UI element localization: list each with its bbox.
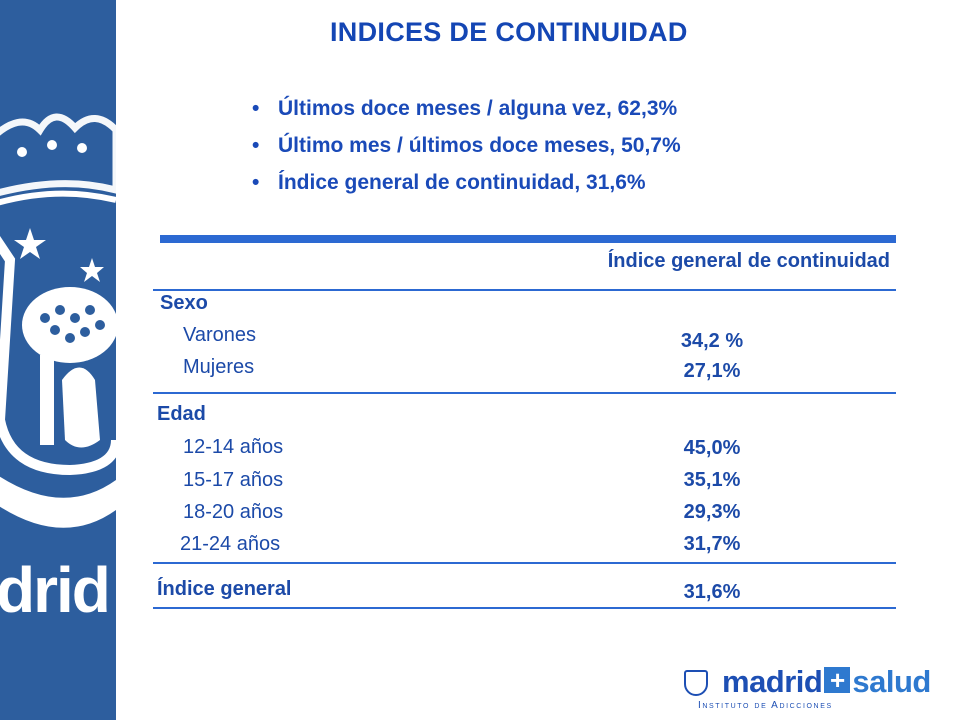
bullet-dot: • [252, 134, 260, 157]
bullet-dot: • [252, 97, 260, 120]
crest-icon [684, 670, 708, 696]
table-group-divider [153, 392, 896, 394]
table-header-divider [153, 289, 896, 291]
row-value: 27,1% [683, 360, 741, 382]
bullet-dot: • [252, 171, 260, 194]
logo-subtitle: Instituto de Adicciones [698, 700, 833, 711]
bullet-item: • Índice general de continuidad, 31,6% [252, 164, 681, 201]
logo-salud: salud [852, 664, 931, 699]
row-label: 15-17 años [183, 469, 284, 491]
plus-icon: + [824, 667, 851, 693]
row-value: 45,0% [683, 437, 741, 459]
madrid-salud-logo: madrid + salud Instituto de Adicciones [682, 664, 952, 716]
table-column-header: Índice general de continuidad [607, 250, 890, 272]
row-label: 18-20 años [183, 501, 284, 523]
row-label: 12-14 años [183, 436, 284, 458]
total-label: Índice general [157, 578, 292, 600]
row-value: 29,3% [683, 501, 741, 523]
bullet-text: Último mes / últimos doce meses, 50,7% [278, 134, 681, 157]
row-label: Mujeres [183, 356, 255, 378]
table-bottom-rule [153, 607, 896, 609]
logo-wordmark: madrid + salud [722, 664, 931, 700]
bullet-item: • Último mes / últimos doce meses, 50,7% [252, 127, 681, 164]
row-label: Varones [183, 324, 257, 346]
coat-of-arms-watermark: drid [0, 113, 116, 626]
group-label-edad: Edad [157, 403, 206, 425]
bullet-item: • Últimos doce meses / alguna vez, 62,3% [252, 90, 681, 127]
page-title: INDICES DE CONTINUIDAD [330, 17, 688, 47]
row-value: 35,1% [683, 469, 741, 491]
bullet-list: • Últimos doce meses / alguna vez, 62,3% … [252, 90, 681, 201]
bullet-text: Últimos doce meses / alguna vez, 62,3% [278, 97, 678, 120]
table-group-divider [153, 562, 896, 564]
row-value: 31,7% [683, 533, 741, 555]
group-label-sexo: Sexo [160, 292, 208, 314]
sidebar-band: drid [0, 0, 116, 720]
table-top-rule [160, 235, 896, 243]
row-value: 34,2 % [680, 330, 744, 352]
logo-madrid: madrid [722, 664, 823, 699]
bullet-text: Índice general de continuidad, 31,6% [278, 171, 646, 194]
row-label: 21-24 años [180, 533, 281, 555]
total-value: 31,6% [683, 581, 741, 603]
sidebar-logo-text: drid [0, 554, 109, 626]
